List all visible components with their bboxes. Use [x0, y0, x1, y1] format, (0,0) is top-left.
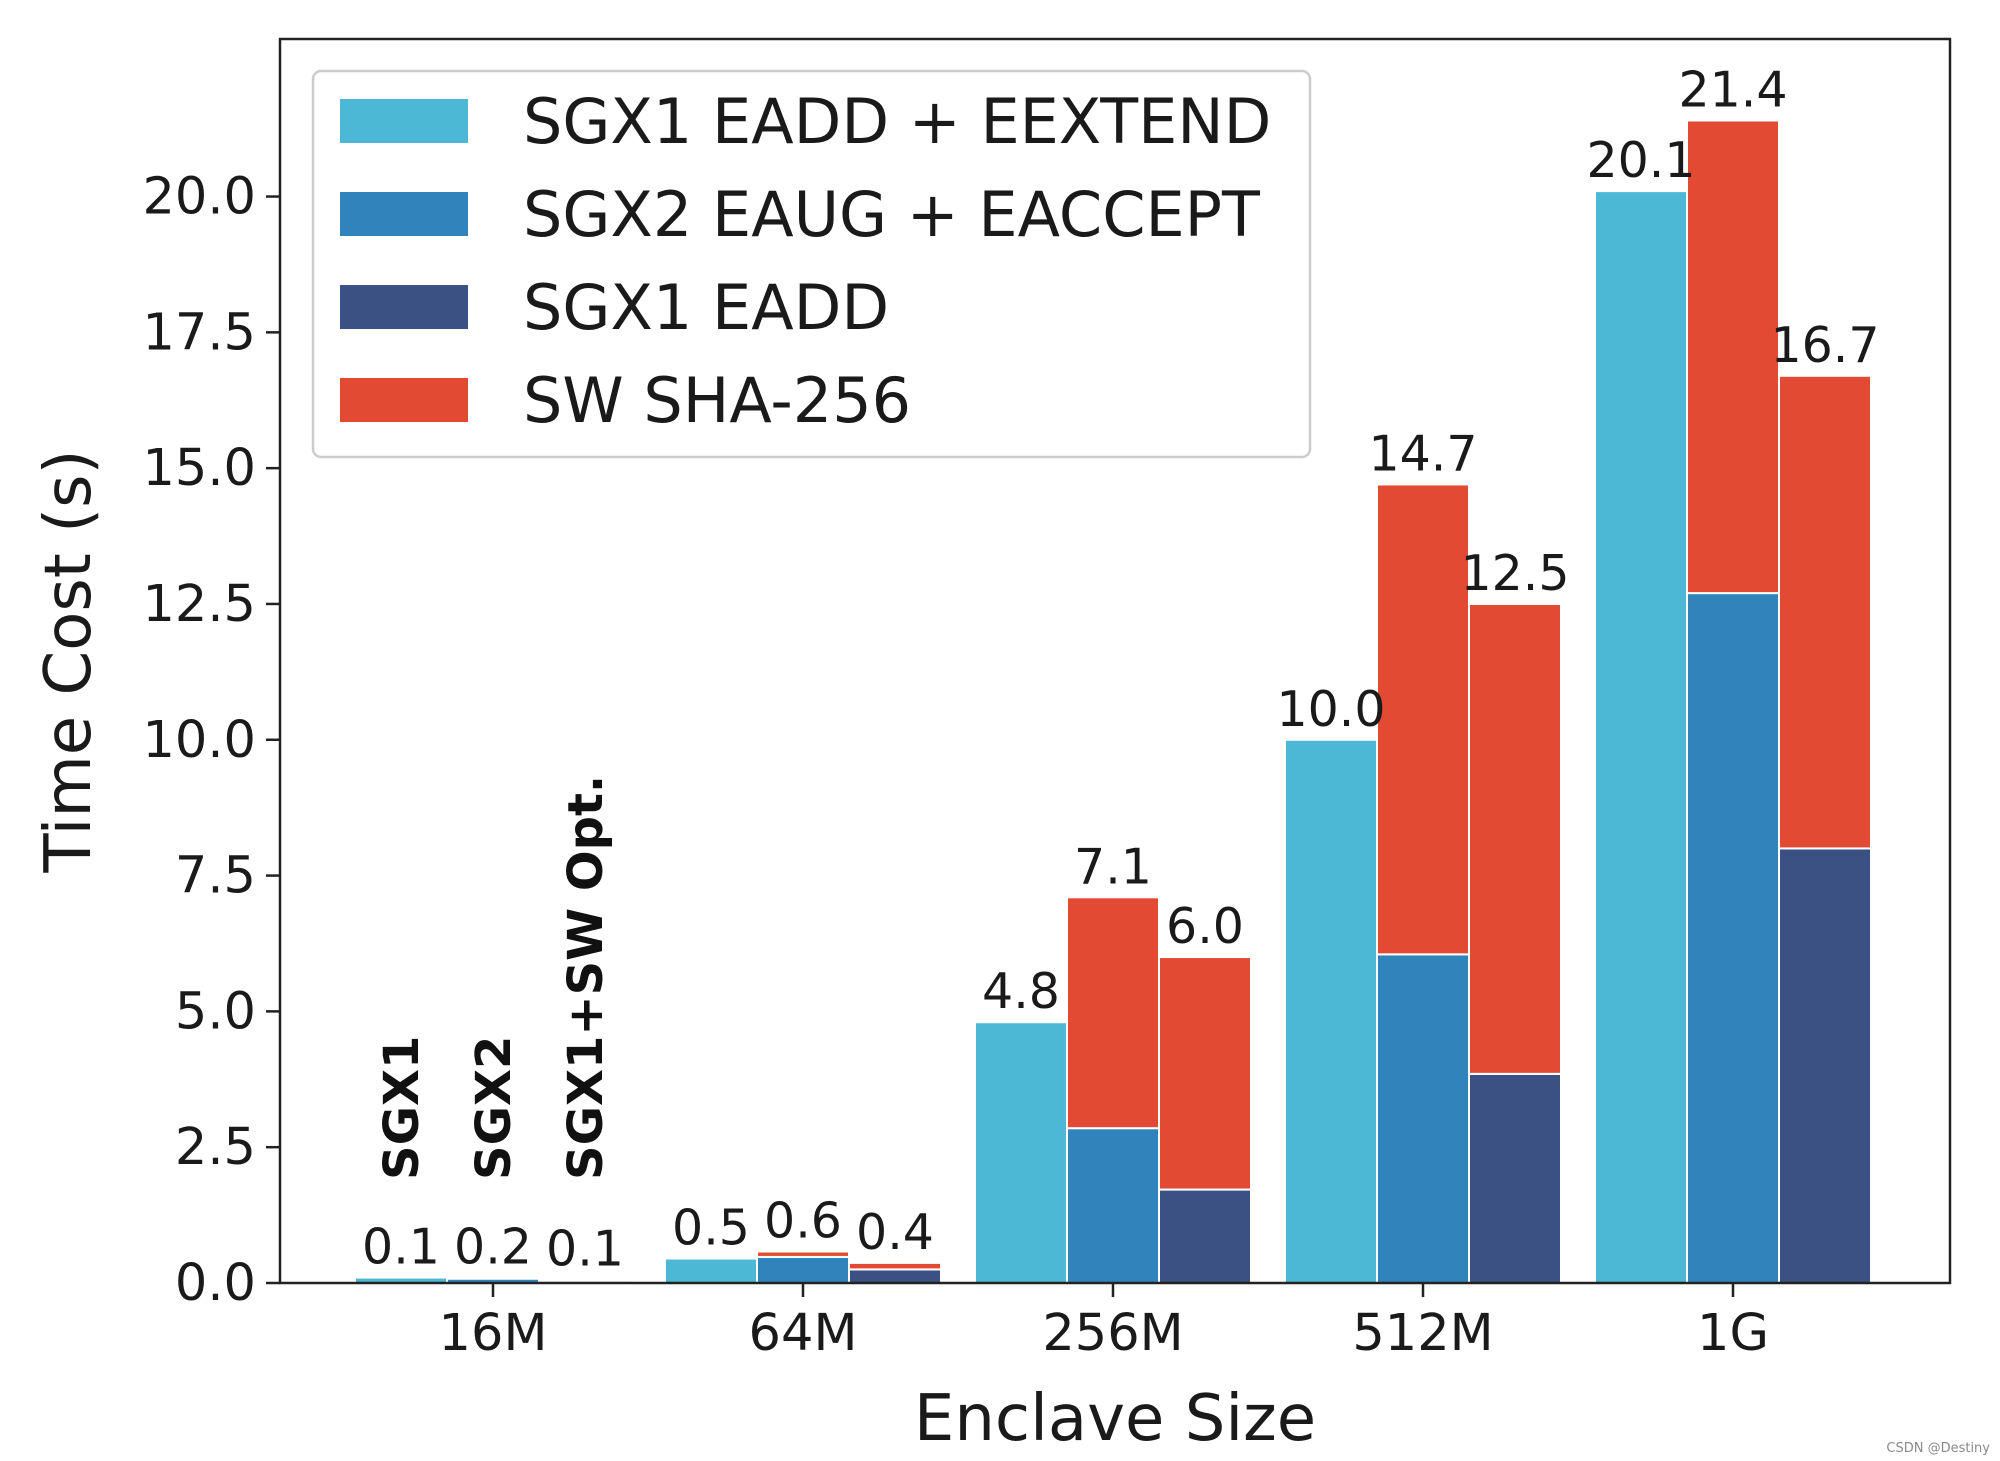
data-label-512m-sgx1: 10.0 [1276, 681, 1385, 738]
bar-256m-sgx2-sgx2-eaug-eaccept [1066, 1127, 1160, 1285]
data-label-64m-sgx1: 0.5 [672, 1200, 750, 1257]
data-label-256m-sgx2: 7.1 [1074, 838, 1152, 895]
y-tick-label: 12.5 [142, 575, 256, 634]
data-label-512m-sgx2: 14.7 [1368, 425, 1477, 482]
bar-512m-sgx2-sw-sha-256 [1376, 483, 1470, 956]
plot-frame [278, 37, 1952, 1285]
data-label-64m-sgx2: 0.6 [764, 1192, 842, 1249]
y-tick-label: 20.0 [142, 168, 256, 227]
data-label-16m-sgx1-sw-opt: 0.1 [546, 1221, 624, 1278]
x-axis-title: Enclave Size [914, 1382, 1316, 1456]
legend-label-sgx1-eadd-eextend: SGX1 EADD + EEXTEND [523, 85, 1271, 158]
x-tick-label-256m: 256M [1042, 1304, 1183, 1363]
axes-layer: 0.0 2.5 5.0 7.5 10.0 12.5 15.0 17.5 20.0 16M 64M 25… [142, 168, 1769, 1363]
data-label-1g-sgx1-sw-opt: 16.7 [1770, 317, 1879, 374]
data-label-256m-sgx1-sw-opt: 6.0 [1166, 898, 1244, 955]
legend-label-sw-sha-256: SW SHA-256 [523, 364, 911, 437]
x-tick-label-1g: 1G [1697, 1304, 1769, 1363]
data-label-1g-sgx1: 20.1 [1586, 132, 1695, 189]
legend-label-sgx1-eadd: SGX1 EADD [523, 271, 889, 344]
y-tick-label: 7.5 [175, 847, 256, 906]
group-label-sgx1: SGX1 [374, 1036, 430, 1180]
legend-swatch-sw-sha-256 [340, 378, 468, 422]
bar-256m-sgx2-sw-sha-256 [1066, 896, 1160, 1130]
bar-512m-sgx2-sgx2-eaug-eaccept [1376, 953, 1470, 1284]
data-label-16m-sgx1: 0.1 [362, 1219, 440, 1276]
y-tick-label: 0.0 [175, 1254, 256, 1313]
legend-swatch-sgx2-eaug-eaccept [340, 192, 468, 236]
data-label-512m-sgx1-sw-opt: 12.5 [1460, 545, 1569, 602]
labels-layer: 0.1 0.2 0.1 0.5 0.6 0.4 4.8 7.16.0 10.0 14.7 12.5 2… [362, 61, 1880, 1277]
y-tick-label: 15.0 [142, 439, 256, 498]
y-tick-label: 2.5 [175, 1118, 256, 1177]
bar-16m-sgx1-sw-opt-sw-sha-256 [538, 1278, 632, 1282]
bar-1g-sgx1-sw-opt-sw-sha-256 [1778, 374, 1872, 850]
group-label-sgx1-sw-opt: SGX1+SW Opt. [558, 775, 614, 1180]
group-label-sgx2: SGX2 [466, 1036, 522, 1180]
bar-1g-sgx1-sgx1-eadd-eextend [1594, 190, 1688, 1284]
data-label-256m-sgx1: 4.8 [982, 963, 1060, 1020]
bar-512m-sgx1-sw-opt-sw-sha-256 [1468, 602, 1562, 1075]
bar-1g-sgx2-sgx2-eaug-eaccept [1686, 592, 1780, 1284]
legend-label-sgx2-eaug-eaccept: SGX2 EAUG + EACCEPT [523, 178, 1261, 251]
bar-64m-sgx2-sgx2-eaug-eaccept [756, 1255, 850, 1285]
y-tick-label: 17.5 [142, 303, 256, 362]
bar-1g-sgx1-sw-opt-sgx1-eadd [1778, 847, 1872, 1284]
bar-512m-sgx1-sw-opt-sgx1-eadd [1468, 1072, 1562, 1284]
bar-16m-sgx2-sw-sha-256 [446, 1276, 540, 1280]
bar-256m-sgx1-sw-opt-sgx1-eadd [1158, 1188, 1252, 1285]
data-label-64m-sgx1-sw-opt: 0.4 [856, 1204, 934, 1261]
y-tick-label: 5.0 [175, 982, 256, 1041]
bars-layer [354, 119, 1872, 1285]
x-tick-label-512m: 512M [1352, 1304, 1493, 1363]
legend-swatch-sgx1-eadd-eextend [340, 99, 468, 143]
bar-256m-sgx1-sgx1-eadd-eextend [974, 1021, 1068, 1284]
watermark-text: CSDN @Destiny [1886, 1441, 1990, 1456]
data-label-1g-sgx2: 21.4 [1678, 61, 1787, 118]
x-tick-label-64m: 64M [749, 1304, 858, 1363]
legend-swatch-sgx1-eadd [340, 285, 468, 329]
legend-frame [311, 69, 1312, 459]
bar-256m-sgx1-sw-opt-sw-sha-256 [1158, 956, 1252, 1191]
data-label-16m-sgx2: 0.2 [454, 1219, 532, 1276]
x-tick-label-16m: 16M [439, 1304, 548, 1363]
bar-512m-sgx1-sgx1-eadd-eextend [1284, 738, 1378, 1284]
bar-64m-sgx1-sgx1-eadd-eextend [664, 1257, 758, 1284]
bar-1g-sgx2-sw-sha-256 [1686, 119, 1780, 595]
bar-64m-sgx1-sw-opt-sgx1-eadd [848, 1268, 942, 1284]
y-axis-title: Time Cost (s) [32, 450, 106, 874]
y-tick-label: 10.0 [142, 711, 256, 770]
legend: SGX1 EADD + EEXTEND SGX2 EAUG + EACCEPT SG… [311, 69, 1312, 459]
bar-64m-sgx1-sw-opt-sw-sha-256 [848, 1261, 942, 1271]
bar-64m-sgx2-sw-sha-256 [756, 1250, 850, 1258]
